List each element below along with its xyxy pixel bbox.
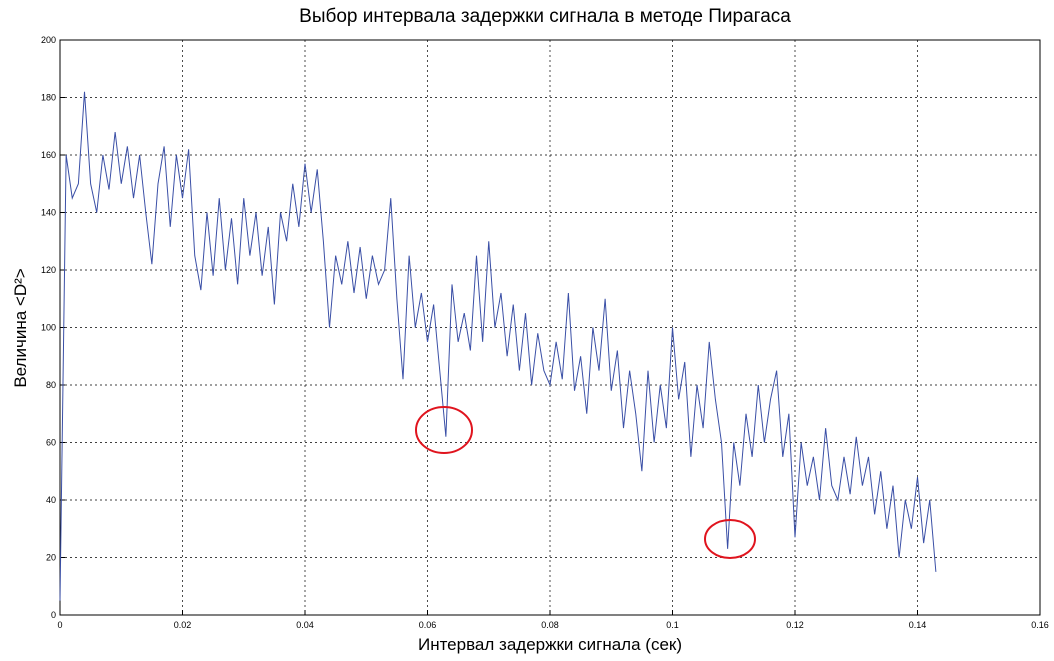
y-tick-label: 140: [41, 208, 56, 218]
x-tick-label: 0.04: [296, 620, 314, 630]
y-tick-label: 120: [41, 265, 56, 275]
highlight-circle: [704, 519, 756, 559]
y-tick-label: 60: [46, 438, 56, 448]
y-tick-label: 180: [41, 93, 56, 103]
x-tick-label: 0.14: [909, 620, 927, 630]
highlight-circle: [415, 406, 473, 454]
x-tick-label: 0.06: [419, 620, 437, 630]
y-tick-label: 20: [46, 553, 56, 563]
y-tick-label: 200: [41, 35, 56, 45]
chart-title: Выбор интервала задержки сигнала в метод…: [299, 6, 791, 27]
plot-area: 0 20 40 60 80 100 120 140 160 180 200 0 0.02 0.04 0.06…: [41, 35, 1049, 630]
x-tick-label: 0.16: [1031, 620, 1049, 630]
y-tick-label: 100: [41, 323, 56, 333]
y-tick-label: 0: [51, 610, 56, 620]
y-axis-label: Величина <D²>: [11, 268, 30, 387]
x-tick-label: 0: [57, 620, 62, 630]
data-line: [59, 91, 937, 601]
y-tick-label: 40: [46, 495, 56, 505]
x-tick-label: 0.12: [786, 620, 804, 630]
x-tick-label: 0.1: [666, 620, 679, 630]
x-axis-label: Интервал задержки сигнала (сек): [418, 635, 682, 654]
y-tick-label: 80: [46, 380, 56, 390]
y-tick-label: 160: [41, 150, 56, 160]
x-tick-label: 0.08: [541, 620, 559, 630]
x-tick-label: 0.02: [174, 620, 192, 630]
